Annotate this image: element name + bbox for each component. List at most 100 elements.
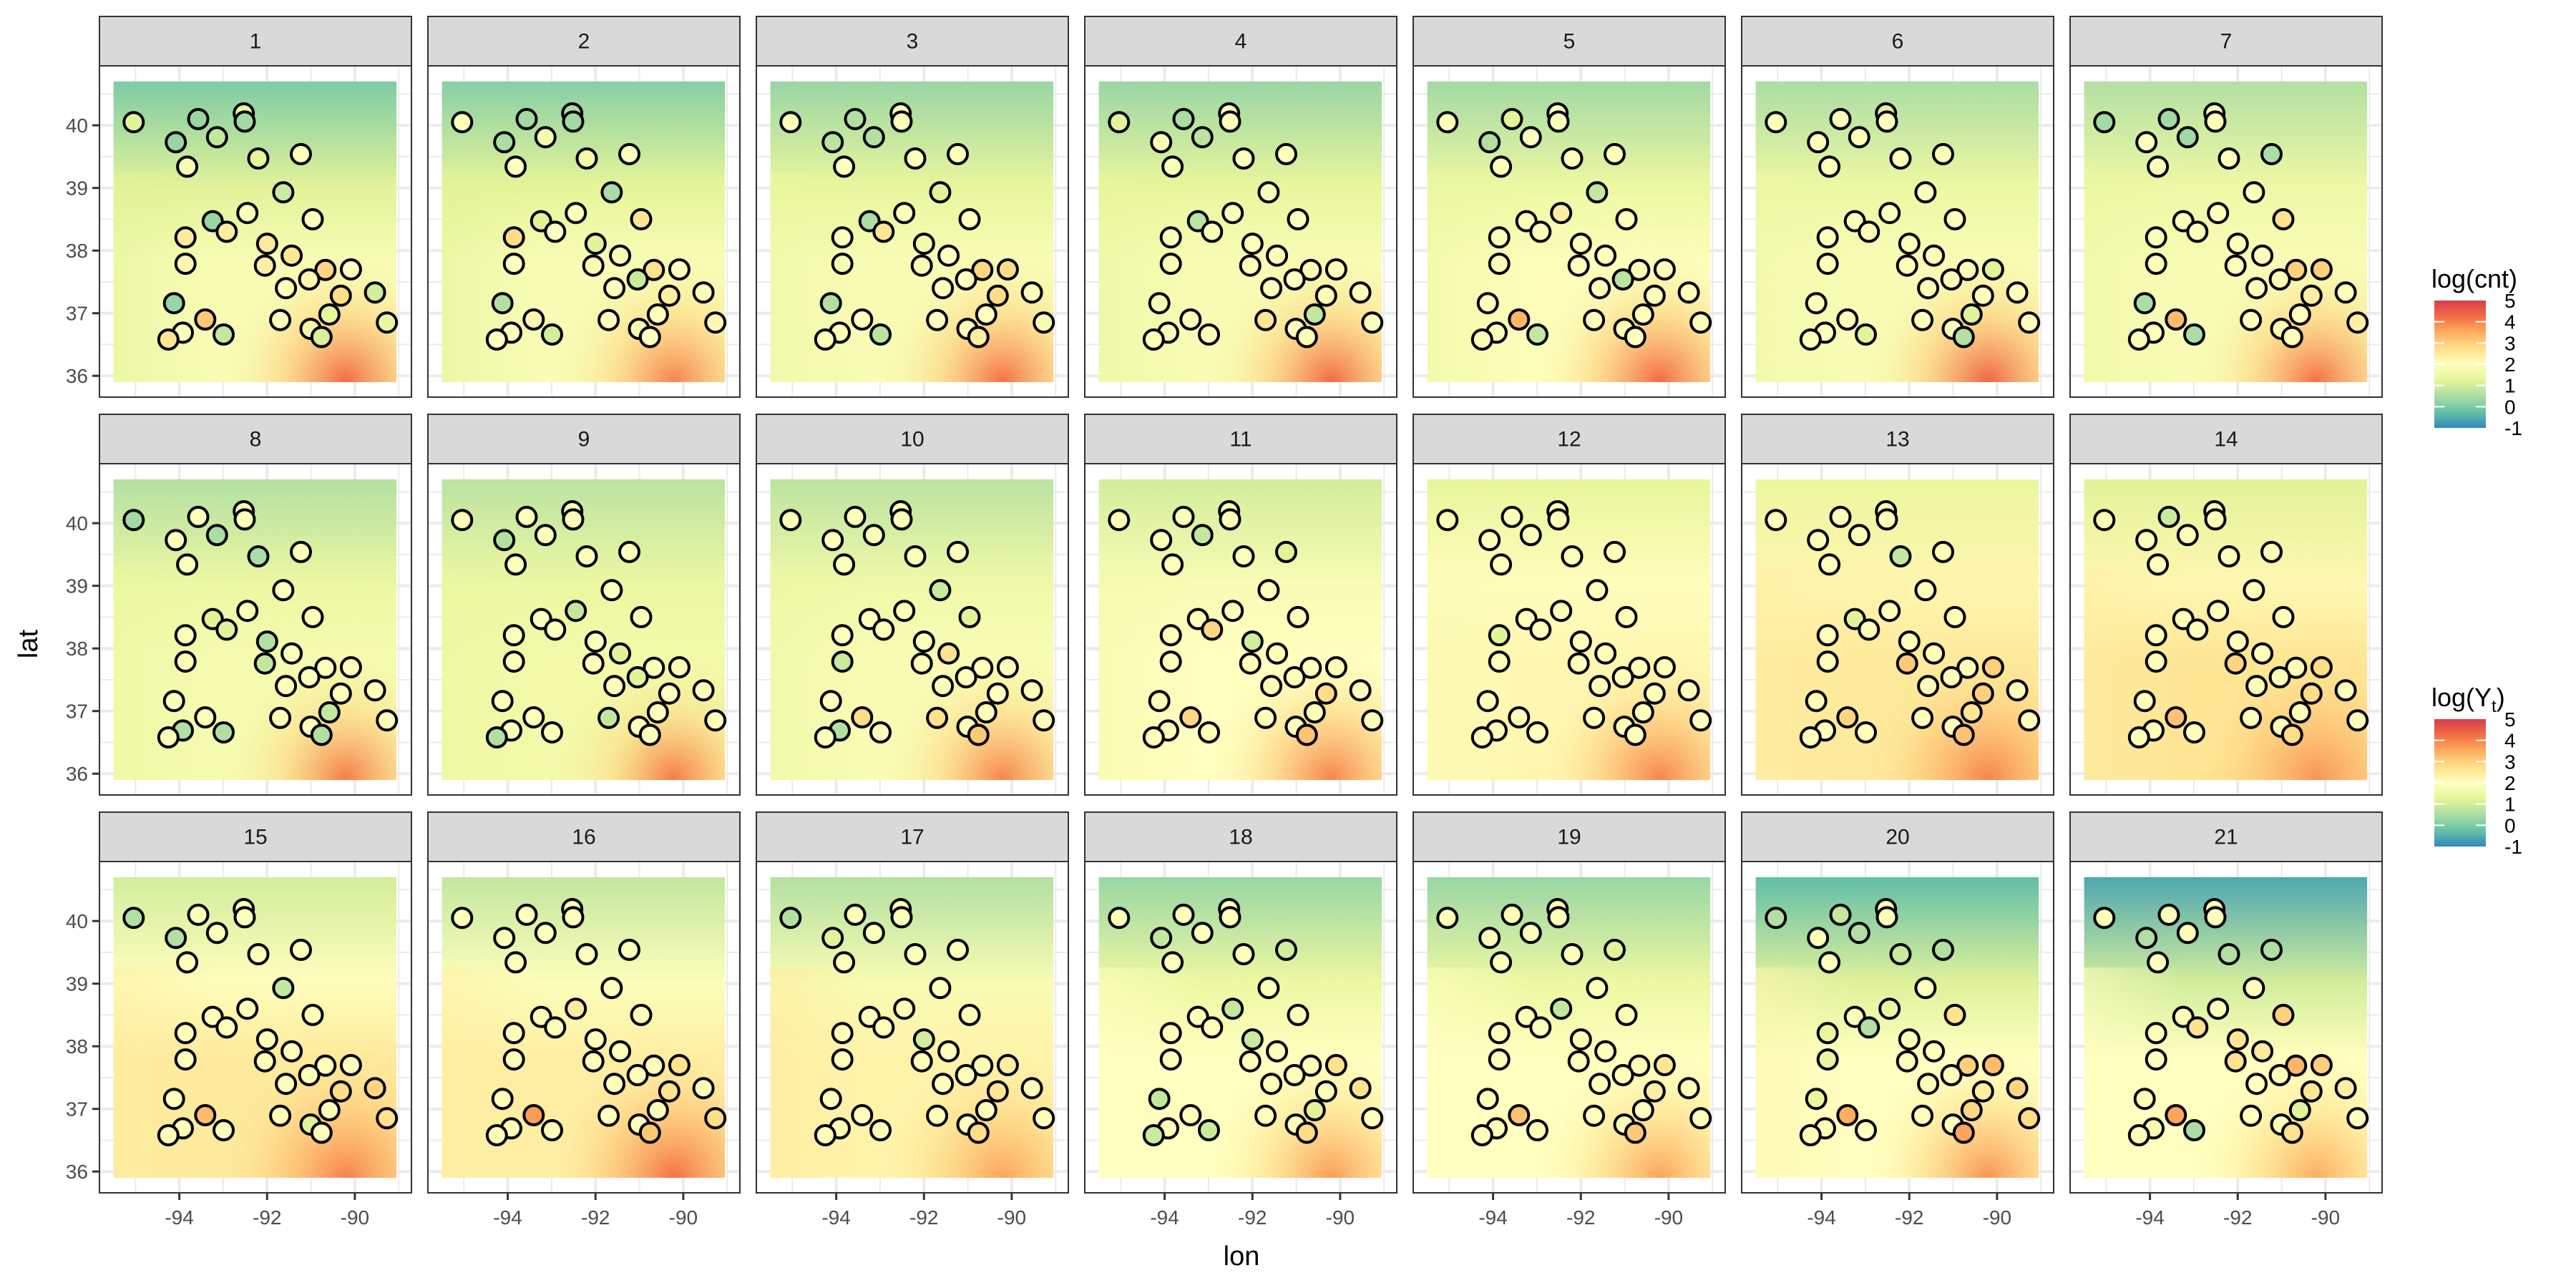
station-point [603, 1073, 626, 1096]
station-point [122, 111, 145, 134]
facet-strip-label: 15 [243, 826, 267, 849]
station-point [1033, 1107, 1055, 1130]
station-point [872, 1016, 895, 1039]
station-point [502, 1048, 525, 1071]
station-point [275, 277, 298, 300]
x-tick-label: -90 [1326, 1206, 1355, 1229]
station-point [779, 907, 802, 930]
facet-panel-6: 6 [1741, 16, 2054, 398]
station-points [1108, 102, 1384, 351]
facet-strip-label: 20 [1885, 826, 1909, 849]
station-point [1490, 155, 1513, 178]
station-point [1287, 1003, 1309, 1026]
station-point [2093, 509, 2116, 532]
station-point [544, 618, 567, 641]
facet-panel-10: 10 [756, 414, 1069, 796]
colorbar-tick-label: 3 [2504, 751, 2516, 773]
station-point [1643, 682, 1666, 705]
station-point [1221, 997, 1244, 1020]
y-tick-label: 36 [66, 365, 88, 387]
station-point [958, 208, 981, 230]
station-point [236, 600, 259, 623]
panel-border [1084, 463, 1397, 796]
station-point [638, 723, 661, 746]
facet-strip-label: 6 [1892, 30, 1904, 54]
facet-strip-label: 10 [900, 428, 924, 452]
station-point [187, 505, 210, 528]
station-point [1478, 927, 1501, 950]
station-point [668, 1054, 691, 1076]
station-point [1765, 509, 1787, 532]
panel-border [756, 463, 1069, 796]
station-point [1550, 997, 1573, 1020]
station-point [575, 545, 598, 567]
station-point [646, 303, 669, 326]
station-point [851, 308, 874, 331]
station-point [122, 509, 145, 532]
station-point [1628, 258, 1651, 281]
station-point [609, 244, 632, 267]
station-point [1816, 1048, 1839, 1071]
station-point [1561, 147, 1584, 170]
station-point [504, 553, 527, 576]
station-point [1855, 721, 1877, 743]
station-point [1799, 726, 1822, 748]
station-point [1488, 1022, 1511, 1045]
facet-panel-15: 15 [99, 811, 412, 1194]
station-point [2186, 220, 2209, 243]
station-point [2288, 701, 2311, 723]
station-point [1836, 1104, 1859, 1126]
station-point [1604, 938, 1626, 961]
station-point [376, 709, 399, 732]
station-point [534, 524, 557, 547]
station-point [162, 690, 185, 713]
station-point [1677, 281, 1700, 304]
station-point [247, 147, 270, 170]
facet-strip [1413, 16, 1726, 67]
facet-strip-label: 5 [1563, 30, 1576, 54]
station-point [2260, 938, 2283, 961]
panel-border [1741, 861, 2054, 1194]
station-point [2268, 666, 2291, 688]
station-point [1488, 650, 1511, 673]
station-point [1201, 1016, 1224, 1039]
station-point [626, 268, 649, 291]
station-point [1875, 508, 1898, 531]
station-point [779, 509, 802, 532]
station-point [1266, 1040, 1289, 1063]
facet-panel-5: 5 [1413, 16, 1726, 398]
station-point [955, 1064, 977, 1086]
station-point [1476, 1088, 1499, 1111]
station-point [1848, 126, 1870, 149]
station-points [1765, 500, 2041, 748]
station-point [1956, 656, 1979, 679]
station-point [290, 540, 312, 563]
station-point [2226, 1028, 2249, 1051]
station-point [2147, 155, 2170, 178]
station-point [1643, 1080, 1666, 1103]
station-point [2165, 308, 2187, 331]
y-axis-title: lat [14, 629, 44, 658]
station-point [485, 328, 508, 351]
station-points [122, 102, 399, 351]
station-point [1159, 650, 1182, 673]
station-point [1889, 147, 1912, 170]
station-point [1241, 233, 1264, 255]
station-point [597, 308, 620, 331]
station-point [646, 1099, 669, 1121]
field-raster-hotspot [770, 877, 1054, 1178]
station-point [926, 308, 949, 331]
field-raster-hotspot [1755, 479, 2039, 780]
facet-strip-label: 14 [2214, 428, 2238, 452]
station-point [2251, 1040, 2274, 1063]
station-point [1677, 1077, 1700, 1100]
field-raster-hotspot [2084, 877, 2368, 1178]
station-point [1589, 277, 1611, 300]
station-point [603, 277, 626, 300]
station-point [844, 903, 867, 926]
station-point [2183, 323, 2205, 346]
station-point [1241, 630, 1264, 653]
station-point [2300, 284, 2323, 307]
station-point [2006, 679, 2029, 702]
station-point [1295, 326, 1318, 348]
